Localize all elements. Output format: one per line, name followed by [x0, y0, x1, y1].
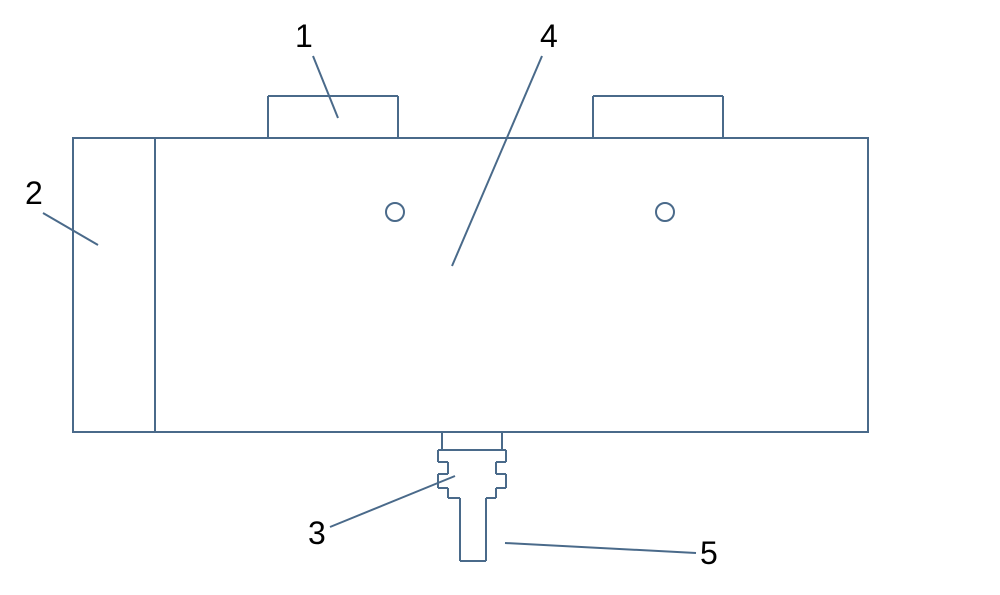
label-5: 5	[700, 535, 718, 572]
label-2: 2	[25, 175, 43, 212]
label-1: 1	[295, 18, 313, 55]
label-4: 4	[540, 18, 558, 55]
label-3: 3	[308, 515, 326, 552]
diagram-canvas	[0, 0, 1000, 595]
